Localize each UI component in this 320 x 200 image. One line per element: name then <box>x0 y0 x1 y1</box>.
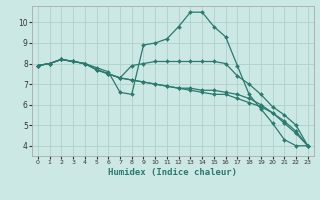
X-axis label: Humidex (Indice chaleur): Humidex (Indice chaleur) <box>108 168 237 177</box>
